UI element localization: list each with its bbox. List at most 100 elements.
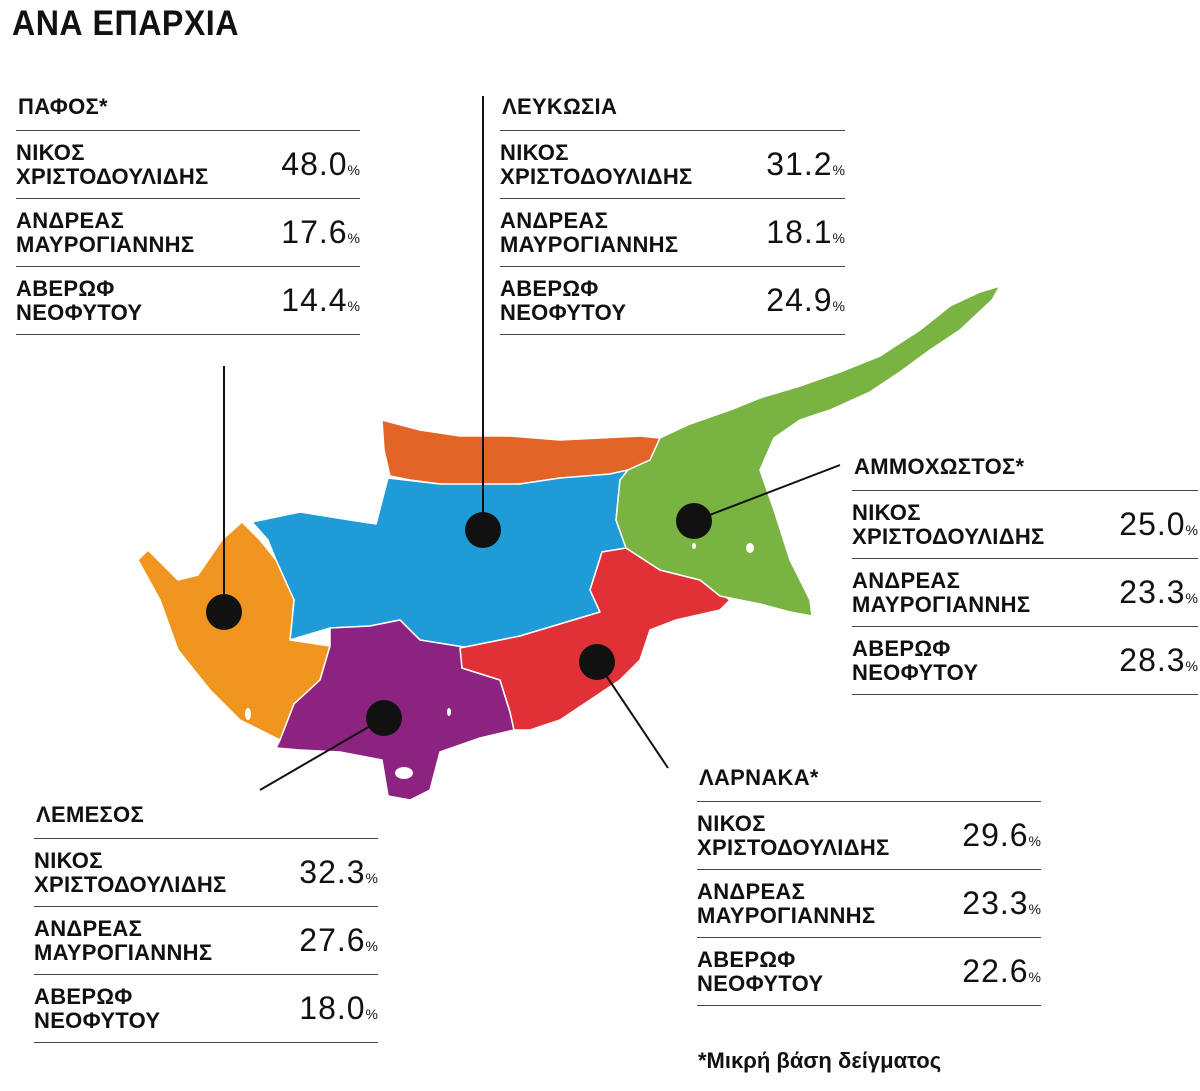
district-block-pafos: ΠΑΦΟΣ* ΝΙΚΟΣ ΧΡΙΣΤΟΔΟΥΛΙΔΗΣ 48.0% ΑΝΔΡΕΑΣ ΜΑΥ… xyxy=(16,92,360,335)
percentage-value: 25.0% xyxy=(1119,506,1198,543)
percent-sign: % xyxy=(365,1006,378,1022)
percentage-number: 23.3 xyxy=(1119,574,1186,610)
candidate-name: ΑΝΔΡΕΑΣ ΜΑΥΡΟΓΙΑΝΝΗΣ xyxy=(697,878,876,928)
candidate-first-name: ΑΒΕΡΩΦ xyxy=(34,983,133,1009)
percentage-value: 23.3% xyxy=(962,885,1041,922)
candidate-last-name: ΜΑΥΡΟΓΙΑΝΝΗΣ xyxy=(697,902,876,928)
percentage-value: 29.6% xyxy=(962,817,1041,854)
percentage-number: 29.6 xyxy=(962,817,1029,853)
percentage-number: 48.0 xyxy=(281,146,348,182)
candidate-name: ΝΙΚΟΣ ΧΡΙΣΤΟΔΟΥΛΙΔΗΣ xyxy=(852,499,1045,549)
percent-sign: % xyxy=(1185,522,1198,538)
district-rule xyxy=(16,130,360,131)
marker-pafos xyxy=(206,594,242,630)
candidate-name: ΑΝΔΡΕΑΣ ΜΑΥΡΟΓΙΑΝΝΗΣ xyxy=(16,207,195,257)
percentage-value: 18.0% xyxy=(299,990,378,1027)
percent-sign: % xyxy=(1028,969,1041,985)
district-rule xyxy=(34,838,378,839)
lake-lemesos xyxy=(447,708,451,716)
district-rule xyxy=(500,130,845,131)
marker-ammochostos xyxy=(676,503,712,539)
region-ammochostos xyxy=(615,285,1001,617)
district-block-lemesos: ΛΕΜΕΣΟΣ ΝΙΚΟΣ ΧΡΙΣΤΟΔΟΥΛΙΔΗΣ 32.3% ΑΝΔΡΕΑΣ ΜΑ… xyxy=(34,800,378,1043)
percentage-value: 17.6% xyxy=(281,214,360,251)
percentage-value: 14.4% xyxy=(281,282,360,319)
candidate-first-name: ΑΝΔΡΕΑΣ xyxy=(16,207,125,233)
connector-larnaka xyxy=(596,661,669,769)
percentage-number: 18.1 xyxy=(766,214,833,250)
candidate-last-name: ΝΕΟΦΥΤΟΥ xyxy=(852,659,979,685)
candidate-name: ΑΒΕΡΩΦ ΝΕΟΦΥΤΟΥ xyxy=(697,946,824,996)
percentage-number: 28.3 xyxy=(1119,642,1186,678)
candidate-first-name: ΑΒΕΡΩΦ xyxy=(697,946,796,972)
marker-lefkosia xyxy=(465,512,501,548)
percentage-number: 18.0 xyxy=(299,990,366,1026)
result-row: ΑΝΔΡΕΑΣ ΜΑΥΡΟΓΙΑΝΝΗΣ 17.6% xyxy=(16,199,360,267)
lake-pafos xyxy=(245,708,251,720)
region-pafos xyxy=(137,521,331,741)
percent-sign: % xyxy=(1185,590,1198,606)
candidate-last-name: ΝΕΟΦΥΤΟΥ xyxy=(697,970,824,996)
district-name: ΛΕΥΚΩΣΙΑ xyxy=(502,94,618,119)
candidate-last-name: ΝΕΟΦΥΤΟΥ xyxy=(34,1007,161,1033)
candidate-first-name: ΑΝΔΡΕΑΣ xyxy=(697,878,806,904)
percent-sign: % xyxy=(1185,658,1198,674)
lake-ammochostos-1 xyxy=(746,543,754,553)
percentage-number: 24.9 xyxy=(766,282,833,318)
percentage-number: 22.6 xyxy=(962,953,1029,989)
result-row: ΑΝΔΡΕΑΣ ΜΑΥΡΟΓΙΑΝΝΗΣ 23.3% xyxy=(697,870,1041,938)
candidate-last-name: ΧΡΙΣΤΟΔΟΥΛΙΔΗΣ xyxy=(500,163,693,189)
result-row: ΝΙΚΟΣ ΧΡΙΣΤΟΔΟΥΛΙΔΗΣ 25.0% xyxy=(852,491,1198,559)
candidate-last-name: ΝΕΟΦΥΤΟΥ xyxy=(16,299,143,325)
district-block-ammochostos: ΑΜΜΟΧΩΣΤΟΣ* ΝΙΚΟΣ ΧΡΙΣΤΟΔΟΥΛΙΔΗΣ 25.0% ΑΝΔΡΕ… xyxy=(852,452,1198,695)
candidate-last-name: ΧΡΙΣΤΟΔΟΥΛΙΔΗΣ xyxy=(697,834,890,860)
candidate-name: ΑΝΔΡΕΑΣ ΜΑΥΡΟΓΙΑΝΝΗΣ xyxy=(500,208,679,257)
candidate-last-name: ΜΑΥΡΟΓΙΑΝΝΗΣ xyxy=(16,231,195,257)
percent-sign: % xyxy=(347,162,360,178)
candidate-first-name: ΑΒΕΡΩΦ xyxy=(852,635,951,661)
candidate-name: ΝΙΚΟΣ ΧΡΙΣΤΟΔΟΥΛΙΔΗΣ xyxy=(697,810,890,860)
percentage-number: 27.6 xyxy=(299,922,366,958)
candidate-first-name: ΑΒΕΡΩΦ xyxy=(500,275,599,301)
percent-sign: % xyxy=(832,298,845,314)
percentage-number: 32.3 xyxy=(299,854,366,890)
footnote: *Μικρή βάση δείγματος xyxy=(698,1048,942,1073)
district-rule xyxy=(697,801,1041,802)
percentage-value: 22.6% xyxy=(962,953,1041,990)
candidate-last-name: ΧΡΙΣΤΟΔΟΥΛΙΔΗΣ xyxy=(852,523,1045,549)
percent-sign: % xyxy=(832,230,845,246)
salt-lake-akrotiri xyxy=(395,767,413,779)
result-row: ΝΙΚΟΣ ΧΡΙΣΤΟΔΟΥΛΙΔΗΣ 48.0% xyxy=(16,131,360,199)
percentage-value: 18.1% xyxy=(766,214,845,251)
candidate-first-name: ΑΒΕΡΩΦ xyxy=(16,275,115,301)
result-row: ΑΒΕΡΩΦ ΝΕΟΦΥΤΟΥ 14.4% xyxy=(16,267,360,335)
marker-lemesos xyxy=(366,700,402,736)
candidate-first-name: ΑΝΔΡΕΑΣ xyxy=(34,915,143,941)
result-row: ΑΒΕΡΩΦ ΝΕΟΦΥΤΟΥ 24.9% xyxy=(500,267,845,335)
candidate-name: ΑΝΔΡΕΑΣ ΜΑΥΡΟΓΙΑΝΝΗΣ xyxy=(852,568,1030,617)
percentage-value: 32.3% xyxy=(299,854,378,891)
candidate-last-name: ΝΕΟΦΥΤΟΥ xyxy=(500,299,627,325)
candidate-name: ΑΒΕΡΩΦ ΝΕΟΦΥΤΟΥ xyxy=(500,275,627,325)
result-row: ΑΒΕΡΩΦ ΝΕΟΦΥΤΟΥ 22.6% xyxy=(697,938,1041,1006)
candidate-name: ΝΙΚΟΣ ΧΡΙΣΤΟΔΟΥΛΙΔΗΣ xyxy=(500,139,693,189)
percent-sign: % xyxy=(347,298,360,314)
connector-lemesos xyxy=(259,717,385,791)
salt-lake-larnaka xyxy=(644,680,656,700)
district-name: ΠΑΦΟΣ* xyxy=(18,94,108,119)
candidate-last-name: ΜΑΥΡΟΓΙΑΝΝΗΣ xyxy=(500,231,679,257)
candidate-name: ΝΙΚΟΣ ΧΡΙΣΤΟΔΟΥΛΙΔΗΣ xyxy=(16,140,209,189)
candidate-name: ΑΒΕΡΩΦ ΝΕΟΦΥΤΟΥ xyxy=(852,635,979,685)
percentage-value: 48.0% xyxy=(281,146,360,183)
percent-sign: % xyxy=(1028,901,1041,917)
percentage-number: 31.2 xyxy=(766,146,833,182)
district-name: ΑΜΜΟΧΩΣΤΟΣ* xyxy=(854,454,1025,479)
result-row: ΑΒΕΡΩΦ ΝΕΟΦΥΤΟΥ 18.0% xyxy=(34,975,378,1043)
candidate-first-name: ΝΙΚΟΣ xyxy=(500,139,569,165)
percent-sign: % xyxy=(347,230,360,246)
percentage-number: 23.3 xyxy=(962,885,1029,921)
percentage-number: 25.0 xyxy=(1119,506,1186,542)
candidate-first-name: ΝΙΚΟΣ xyxy=(852,499,921,525)
percent-sign: % xyxy=(1028,833,1041,849)
candidate-first-name: ΝΙΚΟΣ xyxy=(697,810,766,836)
